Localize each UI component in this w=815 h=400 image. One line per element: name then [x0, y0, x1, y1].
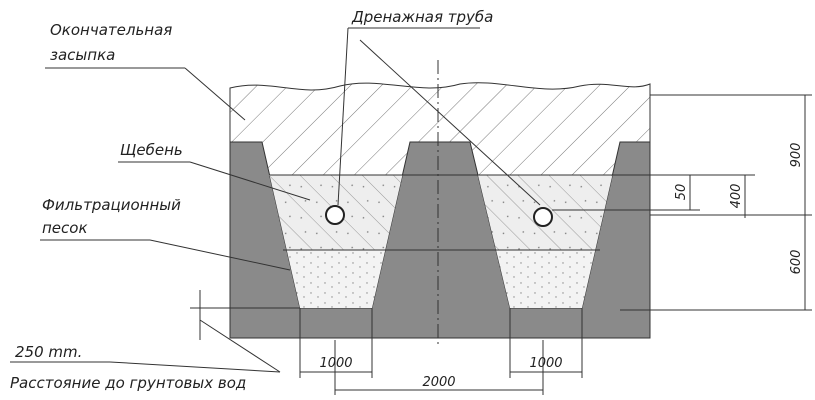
label: Дренажная труба — [351, 8, 493, 26]
dimension-lines — [190, 94, 812, 395]
leaders — [10, 27, 541, 373]
dimension: 50 — [674, 184, 689, 201]
dimension: 1000 — [319, 356, 352, 371]
dimension: 900 — [789, 143, 804, 168]
label: засыпка — [50, 46, 115, 64]
section — [229, 60, 651, 345]
dimension: 1000 — [529, 356, 562, 371]
dimension: 600 — [789, 250, 804, 275]
dimension: 400 — [729, 184, 744, 209]
dimension: 2000 — [422, 375, 455, 390]
label: Окончательная — [50, 21, 172, 39]
label: песок — [42, 219, 88, 237]
label: Щебень — [120, 141, 183, 159]
label: Фильтрационный — [42, 196, 181, 214]
label: Расстояние до грунтовых вод — [10, 374, 246, 392]
label: 250 mm. — [15, 343, 82, 361]
